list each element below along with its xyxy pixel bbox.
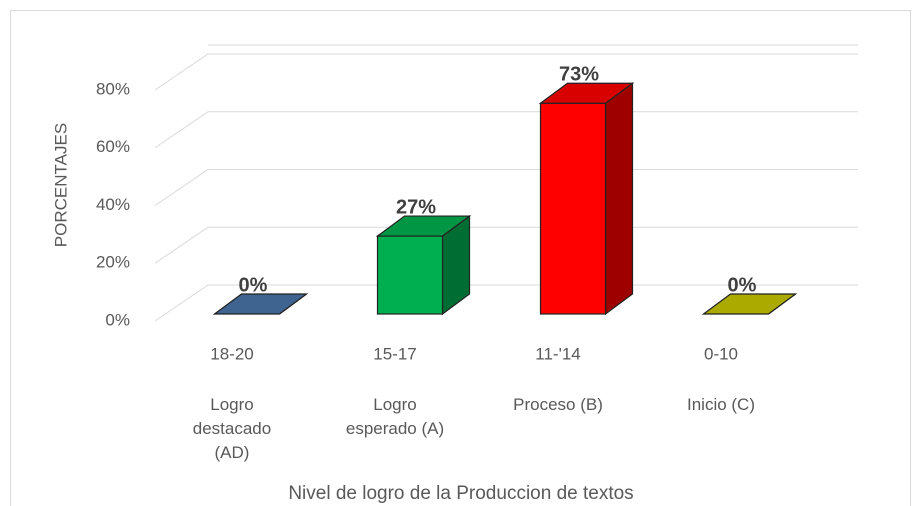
category-label: Logro esperado (A) <box>345 395 445 438</box>
bar-side <box>604 82 634 316</box>
y-axis-title: PORCENTAJES <box>51 123 70 247</box>
grid-line <box>154 284 858 322</box>
category-label: Proceso (B) <box>513 395 603 414</box>
x-tick-label: 0-10 <box>704 344 738 363</box>
bar-top <box>538 82 635 104</box>
y-tick-label: 40% <box>96 195 130 214</box>
bar-top <box>701 293 798 315</box>
y-tick-label: 60% <box>96 137 130 156</box>
grid-line <box>154 169 858 206</box>
bar-top <box>375 215 472 237</box>
x-tick-label: 18-20 <box>210 344 253 363</box>
x-tick-label: 11-'14 <box>535 344 580 363</box>
y-tick-label: 20% <box>96 253 130 272</box>
grid-line <box>154 111 858 149</box>
value-label: 27% <box>396 196 436 218</box>
y-tick-label: 0% <box>105 310 130 329</box>
bar-front <box>376 235 444 315</box>
y-tick-label: 80% <box>96 79 130 98</box>
category-label: Inicio (C) <box>686 395 755 414</box>
bar-front <box>539 102 607 315</box>
value-label: 0% <box>239 274 268 296</box>
bar-top <box>212 293 309 315</box>
category-label: Logro destacado (AD) <box>192 395 272 462</box>
x-axis-title: Nivel de logro de la Produccion de texto… <box>288 483 633 504</box>
value-label: 0% <box>728 274 757 296</box>
grid-line <box>154 53 858 91</box>
grid-line <box>154 226 858 264</box>
value-label: 73% <box>559 63 599 85</box>
chart-border <box>10 10 911 506</box>
x-tick-label: 15-17 <box>373 344 416 363</box>
